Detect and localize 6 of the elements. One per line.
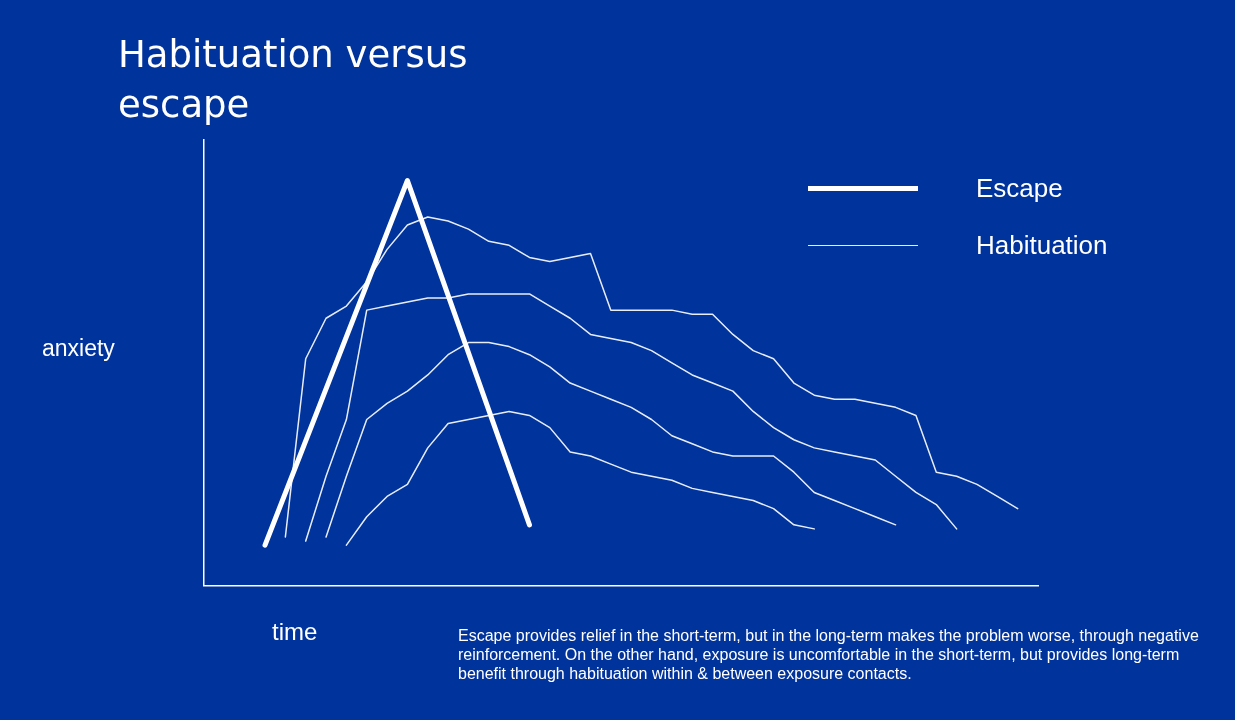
text: Escape provides relief in the short-term, but in the long-term makes the problem worse, through negative reinforcement. On the other hand, exposure is uncomfortable in the short-term, but provides long-term benefit through habituation within & between exposure contacts.	[458, 626, 1200, 683]
legend-label: Habituation	[976, 230, 1108, 261]
x-axis-title: time	[272, 618, 318, 646]
chart-title: Habituation versus escape	[118, 32, 469, 128]
y-axis-title: anxiety	[42, 335, 115, 362]
legend-label: Escape	[976, 173, 1063, 204]
